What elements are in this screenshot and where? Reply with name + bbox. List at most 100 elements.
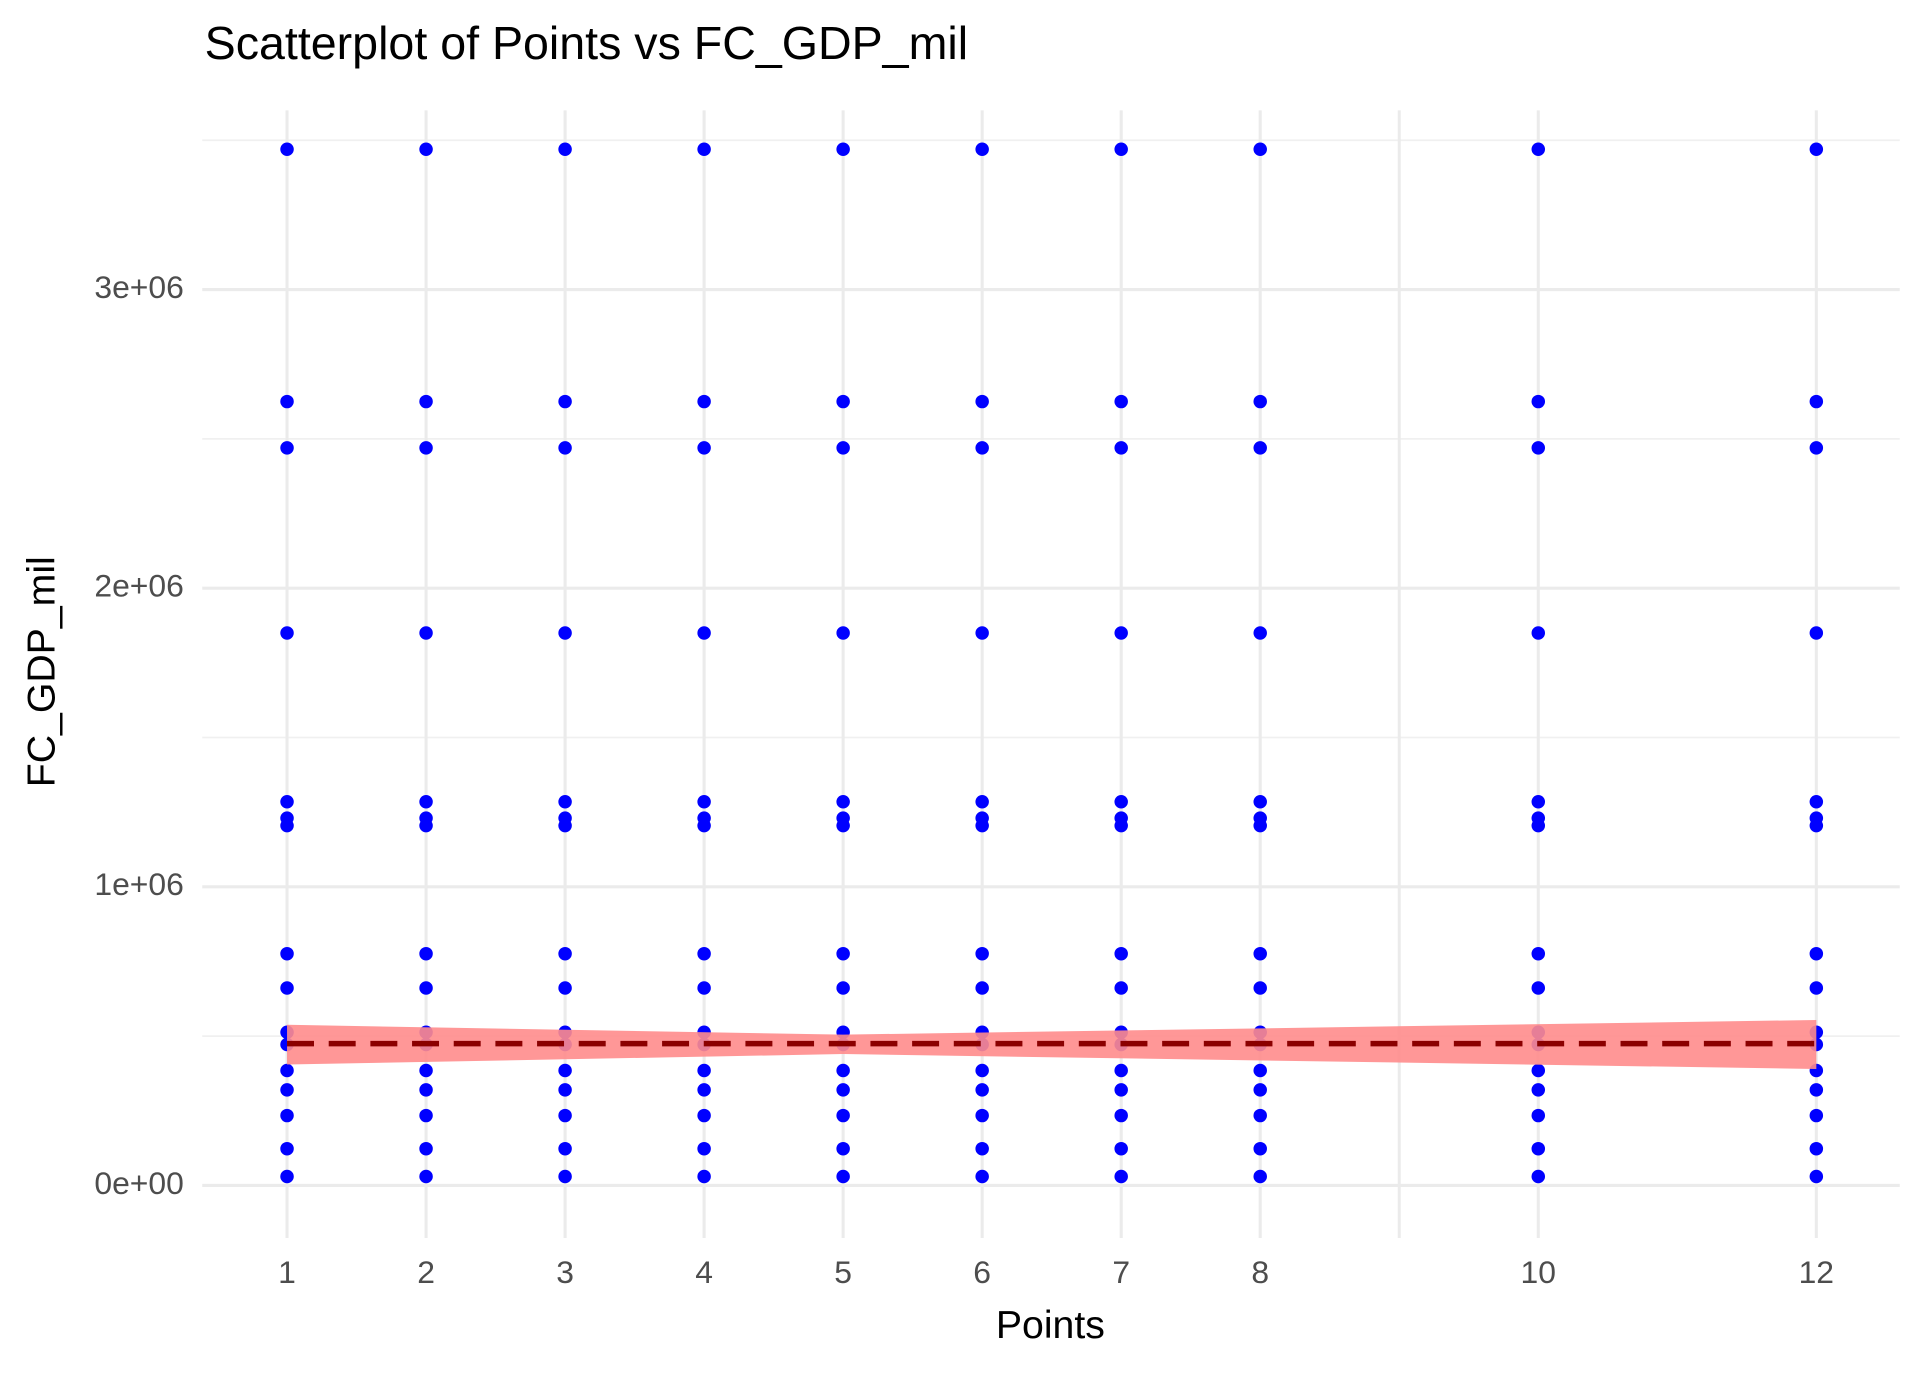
point [836, 818, 850, 833]
point [1114, 626, 1128, 640]
point [1809, 441, 1824, 455]
point [1253, 946, 1267, 961]
point [1809, 981, 1824, 995]
point [836, 1169, 850, 1184]
point [1114, 1108, 1128, 1123]
point [697, 818, 711, 833]
point [697, 1083, 711, 1097]
point [1531, 981, 1546, 995]
point [1809, 394, 1824, 409]
point [1531, 794, 1546, 809]
point [1253, 981, 1267, 995]
point [558, 441, 572, 455]
point [280, 818, 294, 833]
point [975, 818, 989, 833]
point [1114, 1169, 1128, 1184]
point [1114, 1083, 1128, 1097]
point [836, 142, 850, 156]
y-tick-label: 0e+00 [94, 1165, 183, 1201]
point [1253, 1083, 1267, 1097]
point [280, 394, 294, 409]
point [975, 1141, 989, 1156]
x-tick-label: 8 [1251, 1254, 1269, 1290]
point [558, 1141, 572, 1156]
point [836, 441, 850, 455]
x-tick-label: 3 [556, 1254, 574, 1290]
point [836, 1063, 850, 1078]
point [697, 794, 711, 809]
point [1253, 142, 1267, 156]
point [1531, 1083, 1546, 1097]
point [1531, 946, 1546, 961]
point [836, 394, 850, 409]
x-tick-label: 10 [1521, 1254, 1556, 1290]
point [836, 794, 850, 809]
point [1114, 981, 1128, 995]
point [975, 794, 989, 809]
point [558, 981, 572, 995]
point [280, 981, 294, 995]
chart-title: Scatterplot of Points vs FC_GDP_mil [205, 17, 968, 69]
x-tick-label: 4 [695, 1254, 713, 1290]
point [1809, 626, 1824, 640]
point [280, 1108, 294, 1123]
point [280, 441, 294, 455]
point [1114, 1141, 1128, 1156]
point [697, 441, 711, 455]
point [697, 1108, 711, 1123]
point [419, 1141, 433, 1156]
point [1809, 1108, 1824, 1123]
point [1809, 1083, 1824, 1097]
point [1809, 142, 1824, 156]
point [975, 626, 989, 640]
point [1114, 394, 1128, 409]
point [1531, 142, 1546, 156]
point [1253, 394, 1267, 409]
point [1531, 1169, 1546, 1184]
point [280, 142, 294, 156]
point [280, 1169, 294, 1184]
point [1253, 794, 1267, 809]
point [836, 981, 850, 995]
point [558, 1063, 572, 1078]
point [836, 1108, 850, 1123]
point [697, 142, 711, 156]
point [1253, 1141, 1267, 1156]
point [1253, 818, 1267, 833]
point [1531, 626, 1546, 640]
point [1809, 946, 1824, 961]
point [836, 1141, 850, 1156]
point [975, 981, 989, 995]
point [419, 1063, 433, 1078]
point [975, 1108, 989, 1123]
x-tick-label: 6 [973, 1254, 991, 1290]
point [975, 142, 989, 156]
point [419, 981, 433, 995]
point [697, 1063, 711, 1078]
point [419, 394, 433, 409]
point [280, 1141, 294, 1156]
x-tick-label: 1 [278, 1254, 296, 1290]
point [1114, 1063, 1128, 1078]
point [558, 394, 572, 409]
point [1253, 1169, 1267, 1184]
point [419, 794, 433, 809]
point [1114, 142, 1128, 156]
point [975, 441, 989, 455]
point [836, 626, 850, 640]
point [280, 946, 294, 961]
point [697, 1141, 711, 1156]
point [975, 394, 989, 409]
point [1253, 1108, 1267, 1123]
x-tick-label: 5 [834, 1254, 852, 1290]
point [558, 1169, 572, 1184]
point [419, 946, 433, 961]
point [1531, 441, 1546, 455]
point [1114, 818, 1128, 833]
point [697, 1169, 711, 1184]
point [558, 818, 572, 833]
point [836, 946, 850, 961]
x-tick-label: 2 [417, 1254, 435, 1290]
point [697, 981, 711, 995]
